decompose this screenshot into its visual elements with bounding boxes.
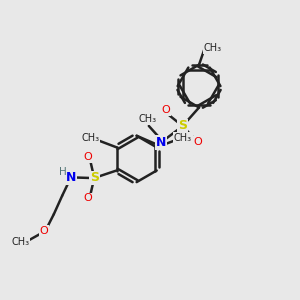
Text: O: O: [193, 137, 202, 147]
Text: N: N: [66, 171, 76, 184]
Text: O: O: [40, 226, 48, 236]
Text: O: O: [83, 194, 92, 203]
Text: O: O: [161, 105, 170, 115]
Text: H: H: [59, 167, 67, 177]
Text: CH₃: CH₃: [204, 44, 222, 53]
Text: CH₃: CH₃: [174, 133, 192, 143]
Text: N: N: [156, 136, 166, 149]
Text: O: O: [83, 152, 92, 162]
Text: CH₃: CH₃: [11, 237, 29, 248]
Text: S: S: [178, 119, 187, 132]
Text: CH₃: CH₃: [81, 133, 100, 143]
Text: CH₃: CH₃: [138, 114, 156, 124]
Text: S: S: [90, 171, 99, 184]
